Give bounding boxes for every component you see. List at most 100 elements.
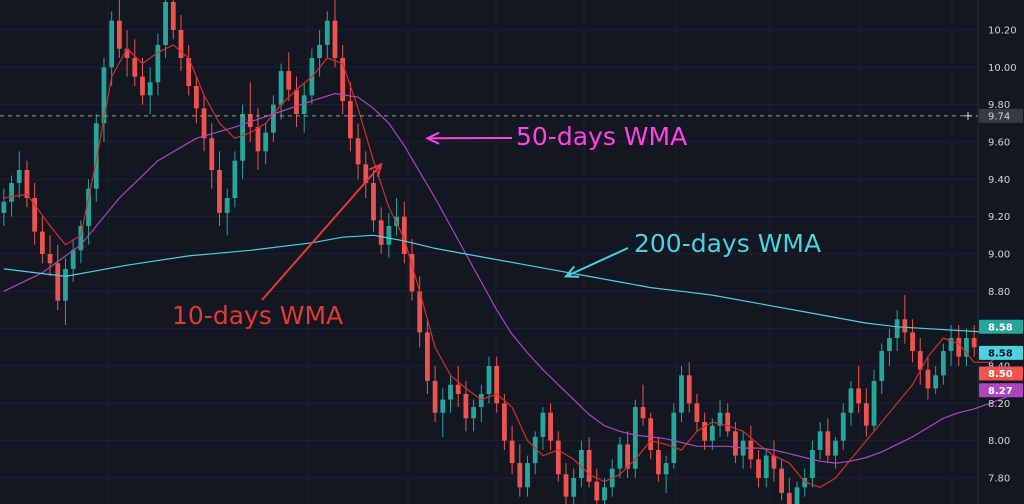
annotation-arrow-line [565,247,629,278]
candle-body [294,89,299,114]
candle-body [116,20,122,49]
candle-body [32,198,38,232]
crosshair-price-box [979,108,1023,123]
candle-body [378,220,384,245]
candle-body [247,114,253,128]
candle-body [332,20,338,59]
candle-body [371,183,376,221]
candle-body [455,384,461,394]
annotation-50-days-wma: 50-days WMA [516,122,687,151]
candle-body [93,123,99,189]
candle-body [409,254,415,292]
wma-line-50-days-wma [3,92,1021,464]
candle-body [178,30,184,58]
candle-body [925,369,931,389]
candle-body [502,403,507,441]
candle-body [232,160,238,198]
y-tick-label: 9.80 [988,100,1010,111]
candle-body [625,444,631,469]
candle-body [24,170,30,198]
y-tick-label: 9.60 [988,138,1010,149]
candle-body [440,399,446,413]
candle-body [648,418,654,450]
y-tick-label: 8.20 [988,399,1010,410]
candle-body [286,71,292,90]
candle-body [340,58,346,101]
candle-body [140,76,145,96]
candle-body [425,332,430,381]
annotation-200-days-wma: 200-days WMA [634,229,821,258]
candle-body [656,450,661,475]
candle-body [324,20,330,45]
price-tag-label: 8.58 [988,348,1013,359]
y-tick-label: 10.20 [988,26,1017,37]
candle-body [394,216,399,226]
candle-body [401,216,407,254]
candle-body [494,366,500,404]
candle-body [347,100,353,139]
candle-body [39,231,45,254]
y-tick-label: 9.40 [988,175,1010,186]
candle-body [679,375,684,413]
candle-body [910,332,915,352]
candle-body [540,412,546,437]
candle-body [201,108,207,139]
candle-body [363,164,369,184]
candle-body [763,455,769,478]
candle-body [263,132,269,152]
candle-body [147,82,153,96]
candle-body [448,384,453,400]
candle-body [733,431,738,456]
candle-body [163,1,168,45]
price-tag-box [979,366,1023,381]
candle-body [270,104,276,133]
candle-body [640,407,646,419]
candle-body [301,95,307,114]
annotation-arrow-line [261,163,382,301]
candle-body [70,250,76,269]
candle-body [686,375,692,404]
candle-body [971,338,977,348]
candle-body [124,48,130,58]
candle-body [55,263,61,301]
candle-body [132,58,138,77]
candle-body [802,478,808,488]
candle-body [748,440,754,460]
price-tags: 8.58 8.58 8.50 8.27 [979,319,1023,398]
candle-body [532,436,538,464]
price-tag-label: 8.58 [988,322,1013,333]
price-tag-box [979,345,1023,360]
candle-body [224,198,230,213]
price-tag-label: 8.50 [988,369,1013,380]
candle-body [186,58,192,86]
y-tick-label: 9.20 [988,212,1010,223]
candle-body [879,351,885,381]
candle-body [571,478,577,497]
candle-body [548,412,553,441]
candle-body [432,380,438,413]
candle-body [555,440,561,475]
candle-body [586,450,592,482]
candle-body [863,403,869,426]
candle-body [155,44,161,83]
price-tag-box [979,383,1023,398]
candle-body [825,431,831,456]
candle-body [63,268,68,301]
candle-body [948,338,954,352]
candle-body [725,412,731,432]
candle-body [602,487,607,501]
annotations: 50-days WMA 200-days WMA 10-days WMA [172,122,821,330]
candle-body [671,412,677,464]
candle-body [887,338,892,352]
wma-line-10-days-wma [3,44,1021,488]
candle-body [956,338,962,357]
candle-body [756,459,761,478]
y-tick-label: 8.00 [988,436,1010,447]
candle-body [702,422,708,441]
y-tick-label: 10.00 [988,63,1017,74]
candle-body [240,114,245,161]
candle-body [517,463,523,488]
